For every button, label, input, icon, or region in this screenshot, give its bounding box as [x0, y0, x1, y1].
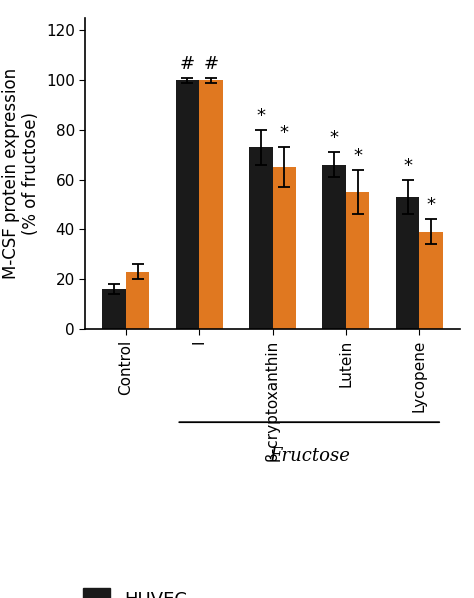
- Bar: [176, 80, 199, 329]
- Text: #: #: [180, 54, 195, 73]
- Legend: HUVEC, U937: HUVEC, U937: [76, 581, 194, 598]
- Text: *: *: [353, 147, 362, 164]
- Bar: [322, 164, 346, 329]
- Y-axis label: M-CSF protein expression
(% of fructose): M-CSF protein expression (% of fructose): [2, 68, 40, 279]
- Text: *: *: [330, 129, 339, 147]
- Bar: [102, 289, 126, 329]
- Bar: [419, 232, 443, 329]
- Bar: [273, 167, 296, 329]
- Bar: [126, 271, 149, 329]
- Text: *: *: [427, 197, 436, 215]
- Text: #: #: [203, 54, 219, 73]
- Text: *: *: [403, 157, 412, 175]
- Bar: [396, 197, 419, 329]
- Text: Fructose: Fructose: [269, 447, 350, 465]
- Bar: [249, 147, 273, 329]
- Bar: [199, 80, 223, 329]
- Bar: [346, 192, 369, 329]
- Text: *: *: [280, 124, 289, 142]
- Text: *: *: [256, 107, 265, 125]
